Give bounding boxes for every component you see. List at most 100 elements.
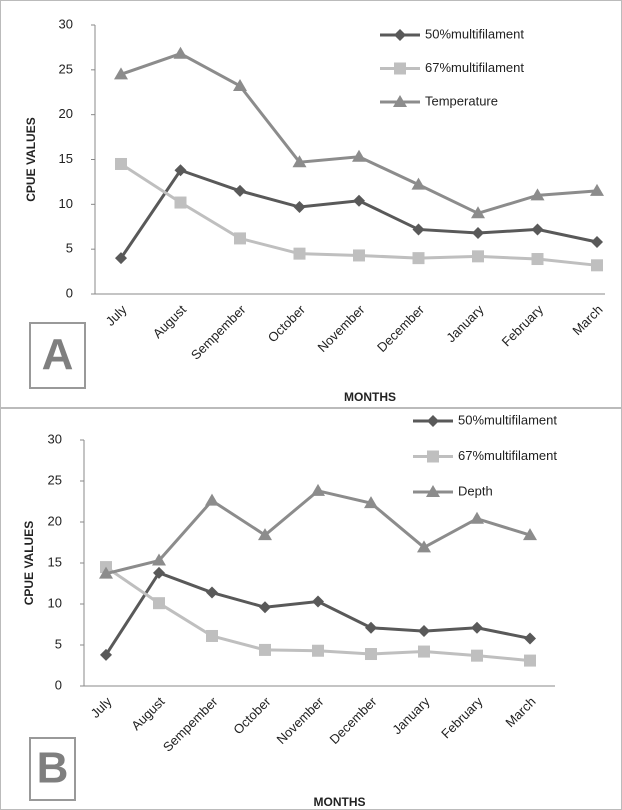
marker (234, 232, 246, 245)
y-tick-label: 25 (59, 61, 73, 76)
marker (590, 183, 604, 196)
marker (418, 625, 430, 638)
marker (531, 253, 544, 266)
marker (471, 649, 483, 662)
marker (470, 511, 484, 524)
legend-label: Depth (458, 483, 493, 498)
x-tick-label: December (327, 693, 380, 746)
x-tick-label: August (150, 302, 189, 341)
x-tick-label: January (443, 302, 487, 346)
marker (293, 247, 306, 260)
marker (471, 206, 485, 219)
x-axis-title: MONTHS (344, 390, 396, 404)
panel-label: A (42, 330, 74, 379)
y-tick-label: 20 (48, 513, 62, 528)
marker (412, 252, 425, 265)
legend-label: Temperature (425, 93, 498, 108)
panel-label-box (29, 737, 76, 801)
legend-label: 50%multifilament (425, 26, 524, 41)
x-tick-label: December (374, 301, 427, 354)
x-tick-label: August (128, 694, 167, 733)
legend-label: 67%multifilament (458, 448, 557, 463)
panel-label: B (37, 744, 69, 793)
x-tick-label: March (569, 302, 605, 338)
y-tick-label: 0 (55, 677, 62, 692)
marker (393, 95, 407, 107)
marker (206, 629, 218, 642)
series-line (105, 489, 531, 576)
marker (292, 155, 307, 168)
x-tick-label: February (499, 302, 547, 350)
marker (427, 450, 439, 463)
marker (365, 621, 377, 634)
y-tick-label: 5 (66, 241, 73, 256)
y-tick-label: 5 (55, 636, 62, 651)
marker (530, 188, 545, 201)
marker (312, 595, 324, 608)
marker (312, 644, 324, 657)
marker (352, 149, 366, 162)
series-line (119, 168, 598, 259)
marker (353, 249, 365, 262)
marker (591, 235, 603, 248)
panel-label-box (29, 322, 86, 389)
y-tick-label: 30 (59, 16, 73, 31)
x-tick-label: July (103, 302, 130, 329)
marker (353, 194, 365, 207)
marker (591, 259, 603, 272)
marker (258, 528, 272, 541)
x-tick-label: November (315, 301, 368, 354)
y-tick-label: 0 (66, 285, 73, 300)
x-tick-label: January (389, 694, 433, 738)
marker (472, 250, 484, 263)
marker (417, 540, 431, 553)
marker (394, 29, 406, 41)
marker (412, 223, 425, 236)
marker (115, 252, 127, 265)
marker (471, 621, 483, 634)
marker (174, 196, 187, 209)
marker (259, 643, 271, 656)
marker (206, 586, 218, 599)
marker (233, 78, 247, 91)
y-tick-label: 15 (59, 151, 73, 166)
y-tick-label: 15 (48, 554, 62, 569)
x-tick-label: February (438, 694, 486, 742)
y-tick-label: 20 (59, 106, 73, 121)
y-axis-title: CPUE VALUES (24, 117, 38, 201)
x-tick-label: October (265, 301, 309, 345)
y-tick-label: 10 (59, 196, 73, 211)
x-tick-label: March (502, 694, 538, 730)
series-line (120, 52, 598, 215)
x-tick-label: Sempember (160, 693, 221, 754)
x-axis-title: MONTHS (314, 795, 366, 809)
marker (234, 184, 246, 197)
marker (153, 597, 165, 610)
marker (293, 201, 306, 214)
marker (99, 566, 113, 579)
legend-label: 50%multifilament (458, 412, 557, 427)
marker (259, 601, 271, 614)
marker (311, 483, 325, 496)
marker (524, 654, 536, 667)
y-tick-label: 25 (48, 472, 62, 487)
marker (365, 648, 377, 661)
marker (153, 566, 165, 579)
marker (531, 223, 544, 236)
marker (114, 67, 128, 80)
marker (426, 485, 440, 497)
marker (394, 62, 406, 75)
x-tick-label: July (88, 694, 115, 721)
marker (115, 157, 127, 170)
marker (364, 496, 378, 509)
y-axis-title: CPUE VALUES (22, 521, 36, 605)
marker (524, 632, 536, 645)
marker (174, 164, 187, 177)
marker (418, 645, 430, 658)
marker (523, 528, 537, 541)
panel-border (0, 408, 622, 810)
y-tick-label: 30 (48, 431, 62, 446)
x-tick-label: Sempember (188, 301, 249, 362)
marker (173, 46, 188, 59)
